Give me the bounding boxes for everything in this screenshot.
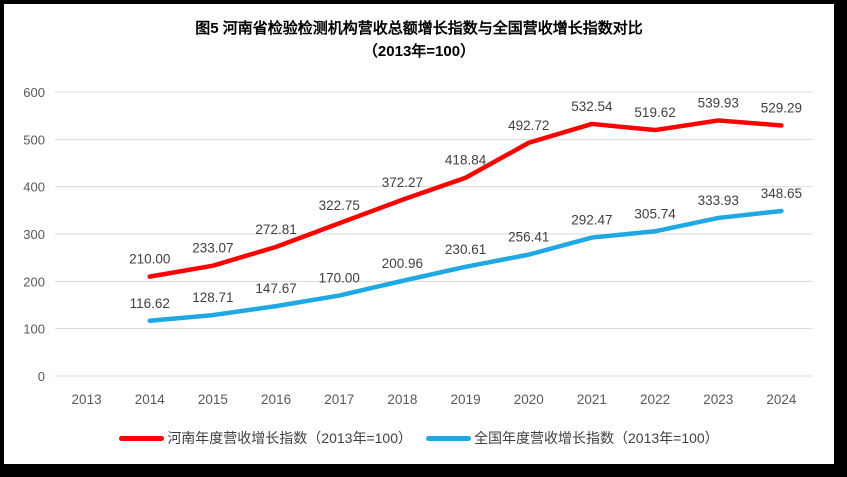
legend-item-henan: 河南年度营收增长指数（2013年=100）	[119, 428, 412, 448]
y-axis-tick-labels: 0 100 200 300 400 500 600	[23, 85, 45, 384]
svg-text:147.67: 147.67	[255, 281, 296, 296]
svg-text:2014: 2014	[135, 392, 166, 407]
svg-text:2020: 2020	[514, 392, 544, 407]
henan-series-line-swatch	[119, 435, 165, 441]
svg-text:2019: 2019	[451, 392, 481, 407]
national-series-line-swatch	[426, 435, 471, 441]
series-data-labels-0: 210.00 233.07 272.81 322.75 372.27 418.84 492.…	[129, 95, 802, 266]
chart-title-line1: 图5 河南省检验检测机构营收总额增长指数与全国营收增长指数对比	[195, 20, 643, 37]
svg-text:600: 600	[23, 85, 45, 100]
svg-text:2016: 2016	[261, 392, 291, 407]
svg-text:256.41: 256.41	[508, 230, 549, 245]
svg-text:305.74: 305.74	[634, 206, 676, 221]
svg-text:492.72: 492.72	[508, 118, 549, 133]
svg-text:348.65: 348.65	[761, 186, 802, 201]
svg-text:529.29: 529.29	[761, 100, 802, 115]
svg-text:200: 200	[23, 274, 45, 289]
henan-series-label: 河南年度营收增长指数（2013年=100）	[167, 430, 412, 446]
svg-text:233.07: 233.07	[192, 241, 233, 256]
svg-text:2024: 2024	[766, 392, 797, 407]
svg-text:128.71: 128.71	[192, 290, 233, 305]
svg-text:200.96: 200.96	[382, 256, 423, 271]
svg-text:2013: 2013	[72, 392, 102, 407]
svg-text:210.00: 210.00	[129, 252, 170, 267]
svg-text:418.84: 418.84	[445, 153, 487, 168]
legend: 河南年度营收增长指数（2013年=100） 全国年度营收增长指数（2013年=1…	[4, 428, 834, 448]
svg-text:2023: 2023	[703, 392, 733, 407]
svg-text:2018: 2018	[387, 392, 417, 407]
svg-text:2015: 2015	[198, 392, 228, 407]
legend-item-national: 全国年度营收增长指数（2013年=100）	[426, 428, 719, 448]
series-line-0	[147, 118, 784, 279]
svg-text:0: 0	[38, 369, 45, 384]
svg-text:2017: 2017	[324, 392, 354, 407]
svg-text:519.62: 519.62	[634, 105, 675, 120]
svg-text:100: 100	[23, 322, 45, 337]
svg-text:300: 300	[23, 227, 45, 242]
gridlines	[55, 91, 813, 377]
svg-text:333.93: 333.93	[698, 193, 739, 208]
svg-text:2022: 2022	[640, 392, 670, 407]
svg-text:400: 400	[23, 180, 45, 195]
series-data-labels-1: 116.62 128.71 147.67 170.00 200.96 230.61 256.…	[130, 186, 802, 311]
svg-text:116.62: 116.62	[130, 296, 170, 311]
x-axis-tick-labels: 2013 2014 2015 2016 2017 2018 2019 2020 2021 2022…	[72, 392, 797, 407]
svg-text:539.93: 539.93	[698, 95, 739, 110]
svg-text:2021: 2021	[577, 392, 607, 407]
svg-text:230.61: 230.61	[445, 242, 486, 257]
svg-text:322.75: 322.75	[319, 198, 360, 213]
svg-text:500: 500	[23, 132, 45, 147]
chart-title-line2: （2013年=100）	[362, 43, 476, 60]
series-line-1	[147, 208, 784, 324]
svg-text:372.27: 372.27	[382, 175, 423, 190]
chart-title: 图5 河南省检验检测机构营收总额增长指数与全国营收增长指数对比 （2013年=1…	[4, 17, 834, 63]
svg-text:170.00: 170.00	[319, 271, 360, 286]
national-series-label: 全国年度营收增长指数（2013年=100）	[474, 430, 719, 446]
svg-text:532.54: 532.54	[571, 99, 613, 114]
svg-text:272.81: 272.81	[255, 222, 296, 237]
svg-text:292.47: 292.47	[571, 213, 612, 228]
